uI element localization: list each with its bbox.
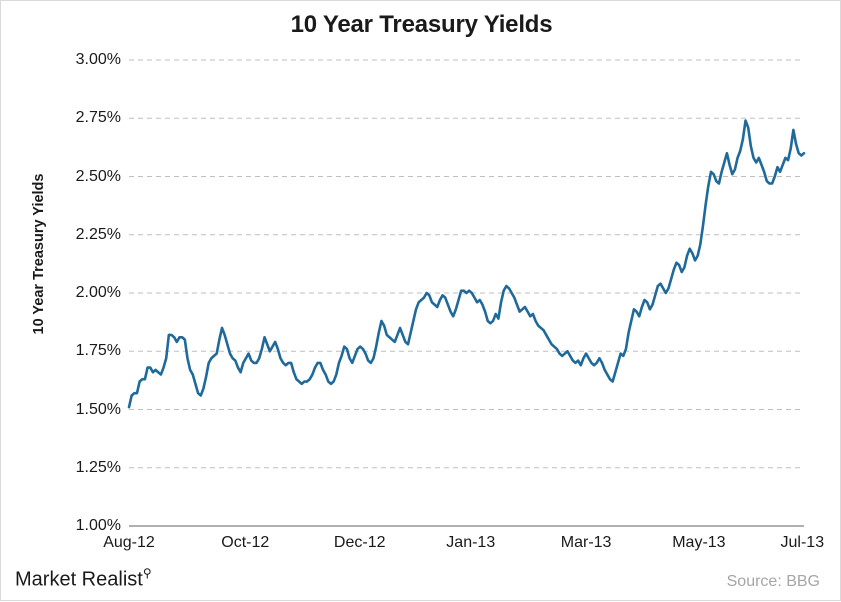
y-tick-label: 2.50% <box>75 167 121 185</box>
brand-name: Market Realist <box>15 568 143 591</box>
data-series-group <box>127 119 806 409</box>
x-tick-label: Oct-12 <box>221 534 270 551</box>
y-tick-label: 3.00% <box>75 51 121 68</box>
brand-logo: Market Realist⚲ <box>15 566 152 592</box>
y-tick-label: 1.25% <box>75 458 121 476</box>
x-tick-label: Mar-13 <box>560 534 612 551</box>
source-attribution: Source: BBG <box>726 573 820 590</box>
magnifier-icon: ⚲ <box>142 566 152 580</box>
page-title: 10 Year Treasury Yields <box>290 11 553 38</box>
x-tick-label: Jul-13 <box>780 534 825 551</box>
y-tick-label: 2.00% <box>75 284 121 301</box>
gridlines <box>129 59 804 469</box>
y-tick-label: 2.75% <box>75 109 121 127</box>
y-tick-label: 1.00% <box>75 517 121 534</box>
y-tick-label: 1.75% <box>75 342 121 360</box>
x-tick-label: Dec-12 <box>333 534 386 551</box>
data-series-line <box>127 119 806 409</box>
y-tick-label: 2.25% <box>75 225 121 243</box>
y-tick-label: 1.50% <box>75 400 121 418</box>
x-tick-label: May-13 <box>672 534 726 551</box>
x-tick-label: Jan-13 <box>446 534 496 551</box>
x-tick-label: Aug-12 <box>103 534 155 551</box>
